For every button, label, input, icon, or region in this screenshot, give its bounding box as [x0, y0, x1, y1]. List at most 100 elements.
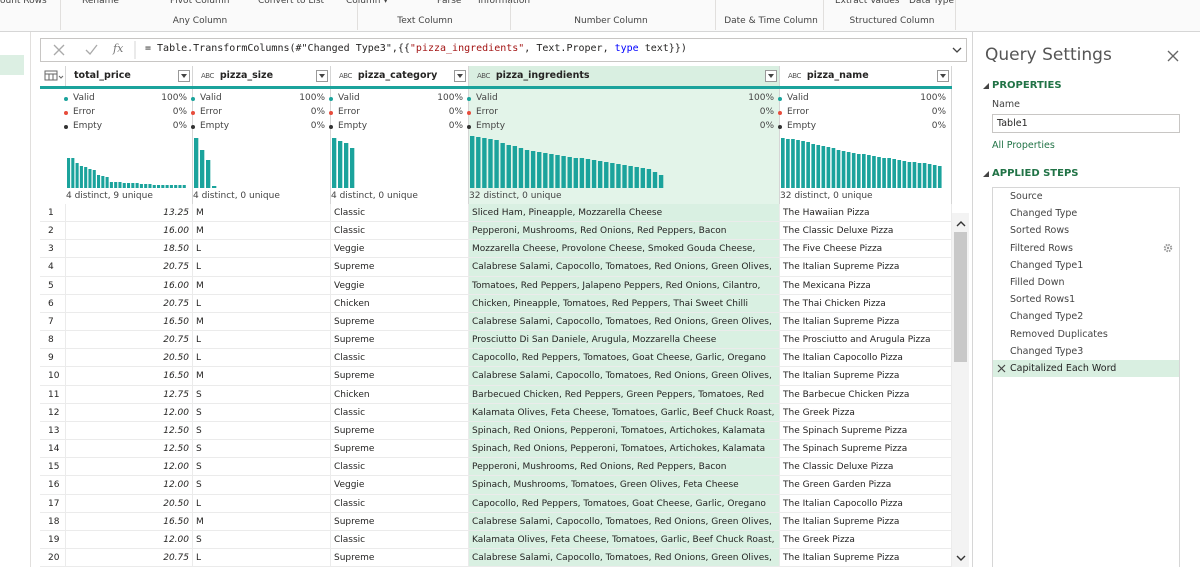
distribution-bar[interactable]	[161, 185, 165, 188]
all-properties-link[interactable]: All Properties	[992, 140, 1055, 151]
cell[interactable]: The Five Cheese Pizza	[780, 240, 952, 259]
cell[interactable]: Veggie	[331, 276, 469, 295]
cell[interactable]: 20.75	[66, 294, 193, 313]
distribution-bar[interactable]	[841, 151, 846, 188]
cell[interactable]: L	[193, 331, 331, 350]
distribution-bar[interactable]	[902, 161, 907, 188]
distribution-bar[interactable]	[178, 185, 182, 188]
cell[interactable]: 20.75	[66, 549, 193, 567]
cell[interactable]: S	[193, 458, 331, 477]
distribution-bar[interactable]	[482, 138, 487, 188]
cell[interactable]: Mozzarella Cheese, Provolone Cheese, Smo…	[469, 240, 780, 259]
cell[interactable]: The Italian Capocollo Pizza	[780, 349, 952, 368]
cell[interactable]: Classic	[331, 458, 469, 477]
distribution-bar[interactable]	[791, 139, 795, 188]
distribution-bar[interactable]	[826, 147, 831, 188]
distribution-bar[interactable]	[332, 138, 337, 188]
applied-step[interactable]: Filtered Rows	[993, 240, 1179, 257]
column-header[interactable]: ABC pizza_size	[193, 66, 331, 86]
cell[interactable]: The Hawaiian Pizza	[780, 204, 952, 223]
ribbon-button[interactable]: Parse	[437, 0, 462, 6]
column-header[interactable]: ABC pizza_ingredients	[469, 66, 780, 86]
distribution-bar[interactable]	[350, 148, 355, 188]
distribution-bar[interactable]	[646, 169, 652, 188]
distribution-bar[interactable]	[862, 154, 866, 188]
cell[interactable]: The Mexicana Pizza	[780, 276, 952, 295]
distribution-bar[interactable]	[518, 148, 524, 188]
cell[interactable]: 20.75	[66, 331, 193, 350]
distribution-bar[interactable]	[882, 158, 886, 188]
applied-step[interactable]: Changed Type2	[1010, 311, 1084, 323]
cell[interactable]: The Thai Chicken Pizza	[780, 294, 952, 313]
cell[interactable]: Veggie	[331, 240, 469, 259]
cell[interactable]: The Green Garden Pizza	[780, 476, 952, 495]
cell[interactable]: Supreme	[331, 421, 469, 441]
cell[interactable]: 12.00	[66, 458, 193, 477]
distribution-bar[interactable]	[114, 182, 118, 188]
ribbon-button[interactable]: Data Type	[909, 0, 955, 6]
cell[interactable]: Classic	[331, 530, 469, 550]
distribution-bar[interactable]	[585, 159, 591, 188]
distribution-bar[interactable]	[634, 167, 639, 188]
distribution-bar[interactable]	[200, 150, 205, 188]
cell[interactable]: Calabrese Salami, Capocollo, Tomatoes, R…	[469, 367, 780, 386]
cell[interactable]: 16.50	[66, 312, 193, 332]
distribution-bar[interactable]	[127, 183, 131, 188]
cell[interactable]: 12.00	[66, 476, 193, 495]
distribution-bar[interactable]	[118, 182, 122, 188]
distribution-bar[interactable]	[786, 139, 790, 188]
cell[interactable]: Supreme	[331, 331, 469, 350]
ribbon-button[interactable]: ount Rows	[0, 0, 47, 6]
distribution-bar[interactable]	[88, 169, 92, 188]
distribution-bar[interactable]	[892, 159, 897, 188]
cell[interactable]: The Greek Pizza	[780, 530, 952, 550]
cell[interactable]: 16.50	[66, 367, 193, 386]
distribution-bar[interactable]	[796, 140, 800, 188]
cell[interactable]: 16.00	[66, 222, 193, 241]
distribution-bar[interactable]	[500, 143, 505, 188]
distribution-bar[interactable]	[122, 183, 126, 188]
cell[interactable]: The Italian Capocollo Pizza	[780, 494, 952, 513]
distribution-bar[interactable]	[652, 172, 658, 188]
ribbon-button[interactable]: Column ▾	[346, 0, 388, 6]
cell[interactable]: Calabrese Salami, Capocollo, Tomatoes, R…	[469, 312, 780, 332]
cell[interactable]: M	[193, 367, 331, 386]
distribution-bar[interactable]	[157, 185, 161, 188]
cell[interactable]: Pepperoni, Mushrooms, Red Onions, Red Pe…	[469, 458, 780, 477]
name-input[interactable]: Table1	[992, 114, 1180, 133]
distribution-bar[interactable]	[75, 163, 79, 188]
distribution-bar[interactable]	[856, 154, 861, 188]
distribution-bar[interactable]	[537, 152, 542, 188]
applied-step[interactable]: Changed Type3	[1010, 345, 1084, 357]
cell[interactable]: 12.50	[66, 421, 193, 441]
distribution-bar[interactable]	[84, 167, 88, 188]
cell[interactable]: Tomatoes, Red Peppers, Jalapeno Peppers,…	[469, 276, 780, 295]
cell[interactable]: L	[193, 349, 331, 368]
distribution-bar[interactable]	[109, 182, 113, 188]
distribution-bar[interactable]	[543, 153, 548, 188]
distribution-bar[interactable]	[512, 146, 518, 188]
filter-dropdown[interactable]	[937, 70, 949, 82]
cell[interactable]: M	[193, 276, 331, 295]
distribution-bar[interactable]	[148, 184, 152, 188]
cell[interactable]: L	[193, 549, 331, 567]
cell[interactable]: 20.50	[66, 494, 193, 513]
cell[interactable]: Capocollo, Red Peppers, Tomatoes, Goat C…	[469, 494, 780, 513]
distribution-bar[interactable]	[806, 142, 810, 188]
table-icon[interactable]	[44, 70, 66, 82]
filter-dropdown[interactable]	[765, 70, 777, 82]
distribution-bar[interactable]	[135, 183, 139, 188]
distribution-bar[interactable]	[338, 141, 343, 188]
cell[interactable]: M	[193, 204, 331, 223]
distribution-bar[interactable]	[344, 143, 349, 188]
cell[interactable]: 12.50	[66, 440, 193, 459]
distribution-bar[interactable]	[811, 144, 816, 188]
fx-button[interactable]: fx	[113, 42, 124, 55]
distribution-bar[interactable]	[887, 158, 891, 188]
cell[interactable]: L	[193, 294, 331, 313]
cell[interactable]: S	[193, 530, 331, 550]
distribution-bar[interactable]	[92, 170, 96, 188]
cell[interactable]: M	[193, 312, 331, 332]
distribution-bar[interactable]	[555, 155, 560, 188]
distribution-bar[interactable]	[616, 164, 621, 188]
